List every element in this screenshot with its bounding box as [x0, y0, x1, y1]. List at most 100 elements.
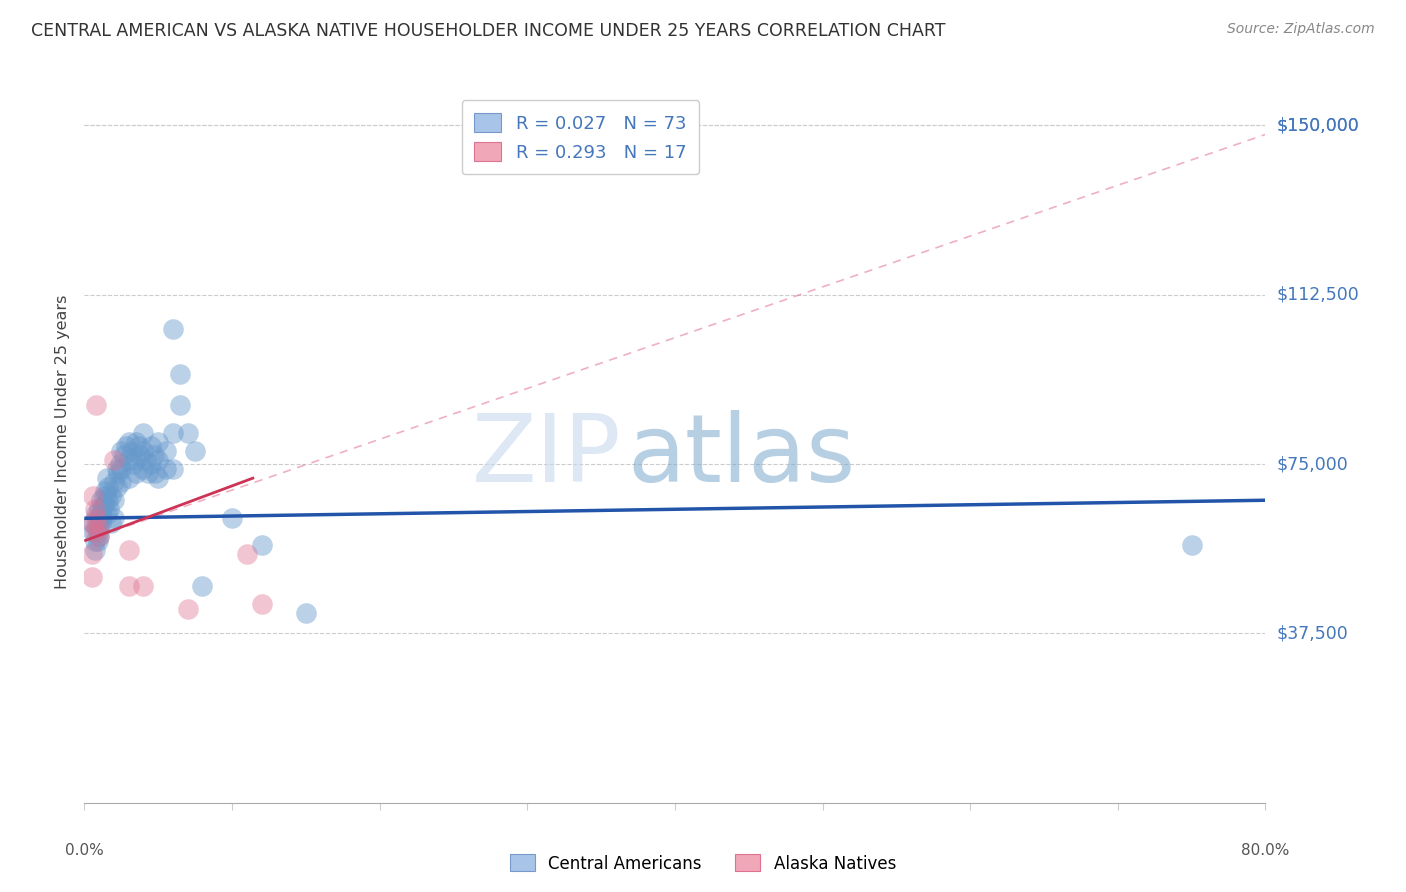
Point [107, 466, 129, 480]
Point [100, 516, 122, 530]
Point [114, 439, 136, 453]
Point [96, 470, 118, 484]
Point [84, 520, 107, 534]
Point [86, 520, 108, 534]
Point [169, 367, 191, 381]
Text: CENTRAL AMERICAN VS ALASKA NATIVE HOUSEHOLDER INCOME UNDER 25 YEARS CORRELATION : CENTRAL AMERICAN VS ALASKA NATIVE HOUSEH… [31, 22, 945, 40]
Point [169, 398, 191, 412]
Point [135, 452, 157, 467]
Point [110, 475, 132, 490]
Text: $150,000: $150,000 [1277, 117, 1360, 135]
Point [86, 533, 108, 548]
Point [83, 542, 105, 557]
Point [96, 489, 118, 503]
Point [148, 452, 170, 467]
Point [83, 502, 105, 516]
Text: $75,000: $75,000 [1277, 455, 1348, 473]
Point [125, 452, 148, 467]
Point [295, 606, 318, 620]
Point [162, 425, 184, 440]
Point [136, 466, 159, 480]
Text: ZIP: ZIP [472, 410, 621, 502]
Point [125, 466, 148, 480]
Point [82, 489, 104, 503]
Point [80, 548, 103, 562]
Text: 80.0%: 80.0% [1241, 843, 1289, 857]
Point [118, 542, 141, 557]
Point [97, 493, 120, 508]
Text: atlas: atlas [627, 410, 856, 502]
Point [162, 321, 184, 335]
Point [87, 511, 111, 525]
Point [177, 425, 200, 440]
Point [100, 489, 122, 503]
Point [84, 511, 107, 525]
Point [125, 434, 148, 449]
Point [108, 457, 131, 471]
Point [118, 434, 141, 449]
Point [121, 443, 143, 458]
Point [155, 461, 177, 475]
Point [91, 502, 114, 516]
Point [132, 425, 155, 440]
Point [132, 579, 155, 593]
Point [221, 511, 243, 525]
Point [103, 475, 125, 490]
Point [80, 570, 103, 584]
Point [86, 524, 108, 539]
Text: $37,500: $37,500 [1277, 624, 1348, 642]
Point [105, 480, 128, 494]
Point [93, 498, 115, 512]
Point [80, 516, 103, 530]
Point [191, 579, 214, 593]
Point [143, 466, 166, 480]
Point [84, 398, 107, 412]
Point [87, 529, 111, 543]
Point [87, 520, 111, 534]
Point [82, 524, 104, 539]
Point [82, 516, 104, 530]
Point [91, 511, 114, 525]
Text: 0.0%: 0.0% [65, 843, 104, 857]
Point [105, 461, 128, 475]
Y-axis label: Householder Income Under 25 years: Householder Income Under 25 years [55, 294, 70, 589]
Point [90, 507, 112, 521]
Text: $112,500: $112,500 [1277, 285, 1360, 304]
Point [83, 524, 105, 539]
Point [250, 597, 273, 611]
Point [96, 507, 118, 521]
Point [84, 507, 107, 521]
Point [139, 457, 162, 471]
Point [83, 533, 105, 548]
Text: $150,000: $150,000 [1277, 117, 1360, 135]
Point [155, 443, 177, 458]
Point [177, 601, 200, 615]
Legend: Central Americans, Alaska Natives: Central Americans, Alaska Natives [503, 847, 903, 880]
Point [132, 461, 155, 475]
Point [110, 443, 132, 458]
Point [112, 448, 135, 462]
Point [129, 448, 152, 462]
Point [87, 502, 111, 516]
Point [139, 439, 162, 453]
Point [103, 493, 125, 508]
Point [110, 461, 132, 475]
Point [122, 457, 145, 471]
Point [90, 516, 112, 530]
Point [93, 489, 115, 503]
Point [90, 493, 112, 508]
Point [103, 511, 125, 525]
Point [162, 461, 184, 475]
Text: Source: ZipAtlas.com: Source: ZipAtlas.com [1227, 22, 1375, 37]
Point [184, 443, 207, 458]
Point [94, 484, 117, 499]
Point [1181, 538, 1204, 552]
Point [98, 502, 121, 516]
Point [87, 529, 111, 543]
Point [103, 452, 125, 467]
Legend: R = 0.027   N = 73, R = 0.293   N = 17: R = 0.027 N = 73, R = 0.293 N = 17 [461, 100, 699, 174]
Point [118, 579, 141, 593]
Point [250, 538, 273, 552]
Point [97, 480, 120, 494]
Point [236, 548, 259, 562]
